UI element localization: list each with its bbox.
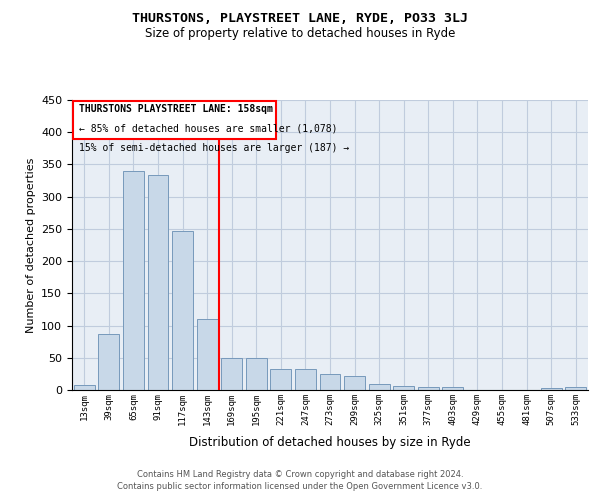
Text: THURSTONS PLAYSTREET LANE: 158sqm: THURSTONS PLAYSTREET LANE: 158sqm: [79, 104, 273, 114]
Bar: [246, 358, 267, 390]
Text: ← 85% of detached houses are smaller (1,078): ← 85% of detached houses are smaller (1,…: [79, 124, 338, 134]
Bar: [271, 370, 292, 390]
Bar: [442, 388, 463, 390]
Bar: [123, 171, 144, 390]
Bar: [295, 370, 316, 390]
Bar: [172, 232, 193, 390]
Y-axis label: Number of detached properties: Number of detached properties: [26, 158, 35, 332]
Bar: [565, 388, 586, 390]
Bar: [221, 358, 242, 390]
Text: Distribution of detached houses by size in Ryde: Distribution of detached houses by size …: [189, 436, 471, 449]
Text: Contains HM Land Registry data © Crown copyright and database right 2024.: Contains HM Land Registry data © Crown c…: [137, 470, 463, 479]
Bar: [320, 374, 340, 390]
Text: THURSTONS, PLAYSTREET LANE, RYDE, PO33 3LJ: THURSTONS, PLAYSTREET LANE, RYDE, PO33 3…: [132, 12, 468, 26]
Text: Size of property relative to detached houses in Ryde: Size of property relative to detached ho…: [145, 28, 455, 40]
Bar: [148, 176, 169, 390]
Bar: [344, 376, 365, 390]
Bar: [98, 334, 119, 390]
Bar: [197, 319, 218, 390]
Text: 15% of semi-detached houses are larger (187) →: 15% of semi-detached houses are larger (…: [79, 143, 349, 153]
Bar: [393, 386, 414, 390]
Bar: [418, 387, 439, 390]
Bar: [368, 384, 389, 390]
Bar: [541, 388, 562, 390]
Text: Contains public sector information licensed under the Open Government Licence v3: Contains public sector information licen…: [118, 482, 482, 491]
Bar: [74, 386, 95, 390]
